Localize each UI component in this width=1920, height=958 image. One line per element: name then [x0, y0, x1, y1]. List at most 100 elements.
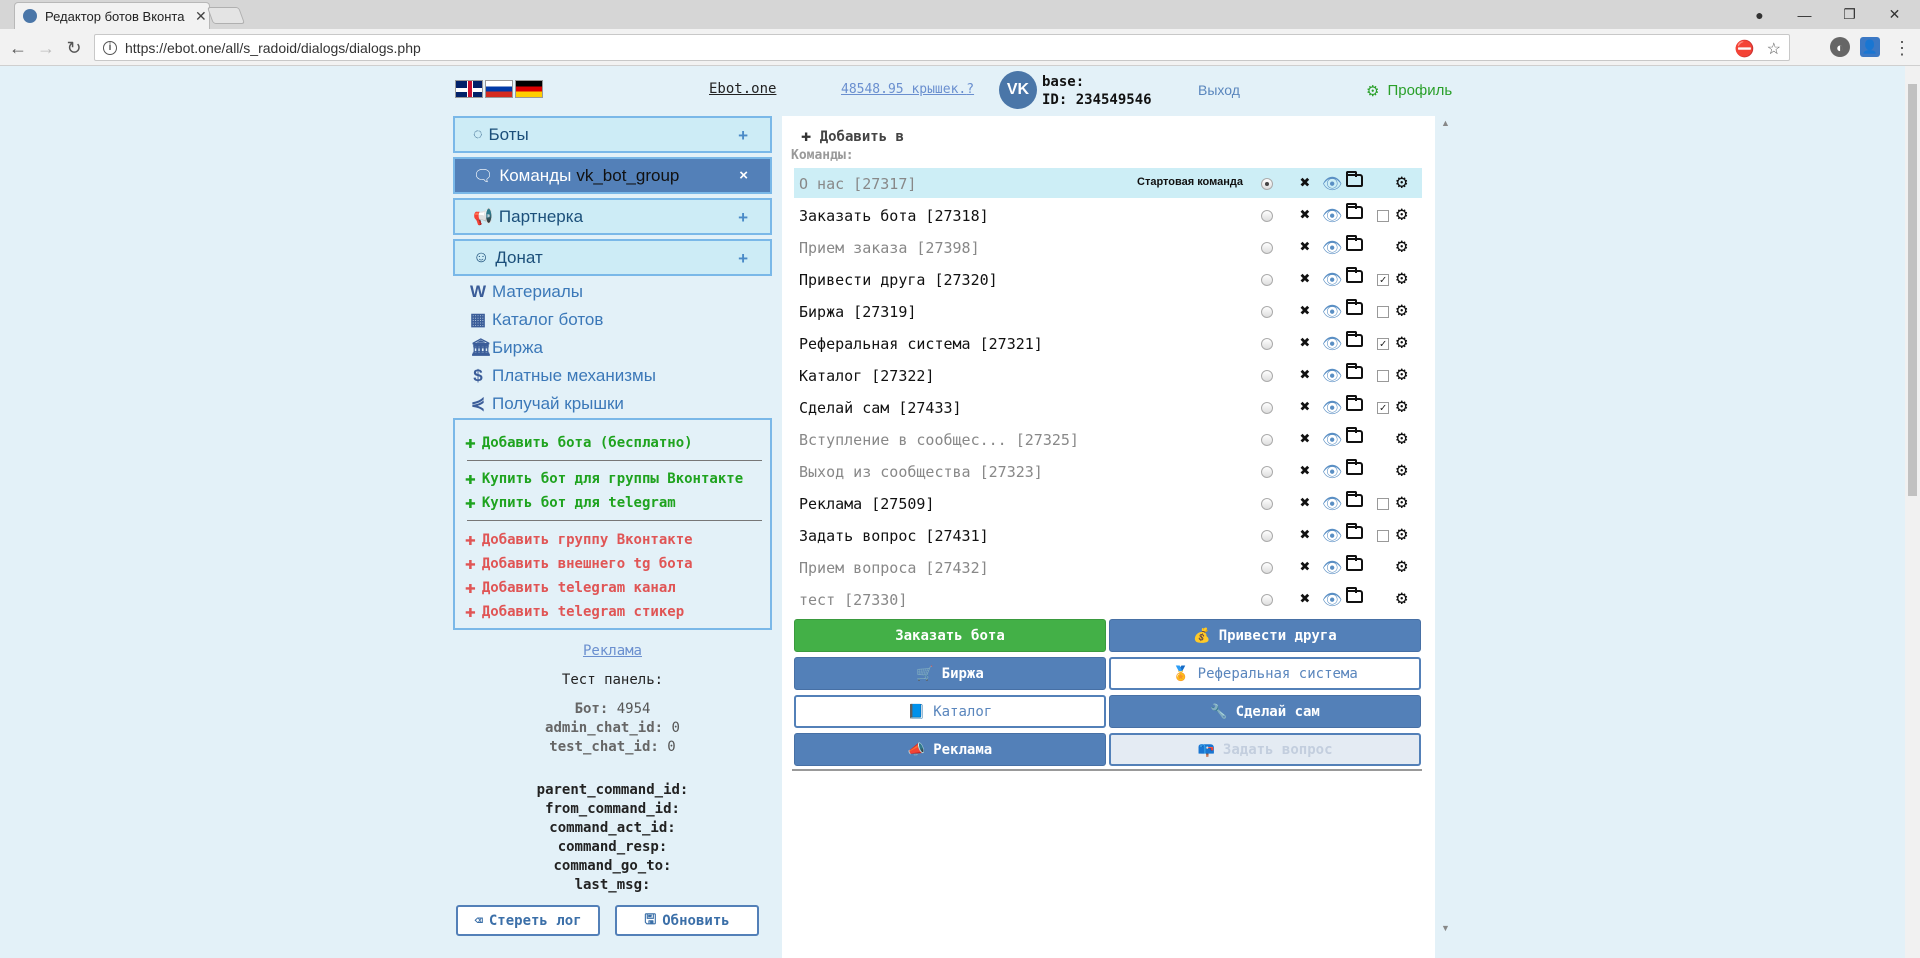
settings-icon[interactable]: ⚙: [1396, 587, 1408, 609]
settings-icon[interactable]: ⚙: [1396, 363, 1408, 385]
folder-open-icon[interactable]: [1346, 203, 1363, 219]
folder-open-icon[interactable]: [1346, 427, 1363, 443]
folder-open-icon[interactable]: [1346, 299, 1363, 315]
eye-icon[interactable]: 👁: [1322, 398, 1343, 417]
folder-open-icon[interactable]: [1346, 267, 1363, 283]
command-row[interactable]: Прием заказа [27398] ✖ 👁 ⚙: [794, 232, 1422, 262]
command-row[interactable]: Реферальная система [27321] ✖ 👁 ✓ ⚙: [794, 328, 1422, 358]
command-row[interactable]: Привести друга [27320] ✖ 👁 ✓ ⚙: [794, 264, 1422, 294]
command-row[interactable]: Биржа [27319] ✖ 👁 ⚙: [794, 296, 1422, 326]
settings-icon[interactable]: ⚙: [1396, 267, 1408, 289]
folder-open-icon[interactable]: [1346, 363, 1363, 379]
add-tg-channel-link[interactable]: ✚ Добавить telegram канал: [465, 577, 676, 598]
command-row[interactable]: О нас [27317] Стартовая команда ✖ 👁 ⚙: [794, 168, 1422, 198]
add-icon[interactable]: +: [738, 249, 748, 268]
delete-icon[interactable]: ✖: [1300, 397, 1311, 417]
keyboard-checkbox[interactable]: [1377, 530, 1389, 542]
command-name[interactable]: тест [27330]: [799, 591, 908, 609]
command-row[interactable]: Вступление в сообщес... [27325] ✖ 👁 ⚙: [794, 424, 1422, 454]
command-name[interactable]: Выход из сообщества [27323]: [799, 463, 1043, 481]
add-in-button[interactable]: ✚ Добавить в: [801, 126, 904, 146]
maximize-button[interactable]: ❐: [1843, 6, 1856, 22]
keyboard-checkbox[interactable]: [1377, 210, 1389, 222]
settings-icon[interactable]: ⚙: [1396, 491, 1408, 513]
account-icon[interactable]: 👤: [1860, 37, 1880, 57]
command-row[interactable]: Реклама [27509] ✖ 👁 ⚙: [794, 488, 1422, 518]
start-command-radio[interactable]: [1261, 562, 1273, 574]
blocked-content-icon[interactable]: ⛔: [1734, 41, 1755, 58]
folder-open-icon[interactable]: [1346, 331, 1363, 347]
info-icon[interactable]: i: [103, 40, 117, 55]
profile-icon[interactable]: ●: [1755, 6, 1764, 23]
command-name[interactable]: Прием заказа [27398]: [799, 239, 980, 257]
folder-open-icon[interactable]: [1346, 395, 1363, 411]
link-exchange[interactable]: 🏛 Биржа: [470, 338, 543, 358]
start-command-radio[interactable]: [1261, 466, 1273, 478]
start-command-radio[interactable]: [1261, 178, 1273, 190]
keyboard-button[interactable]: 🔧 Сделай сам: [1109, 695, 1421, 728]
delete-icon[interactable]: ✖: [1300, 333, 1311, 353]
settings-icon[interactable]: ⚙: [1396, 555, 1408, 577]
start-command-radio[interactable]: [1261, 306, 1273, 318]
settings-icon[interactable]: ⚙: [1396, 299, 1408, 321]
command-name[interactable]: Биржа [27319]: [799, 303, 917, 321]
flag-ru-icon[interactable]: [485, 80, 513, 98]
menu-bots[interactable]: ◌ Боты +: [453, 116, 772, 153]
folder-open-icon[interactable]: [1346, 587, 1363, 603]
flag-de-icon[interactable]: [515, 80, 543, 98]
start-command-radio[interactable]: [1261, 338, 1273, 350]
profile-link[interactable]: ⚙ Профиль: [1366, 82, 1452, 100]
link-materials[interactable]: W Материалы: [470, 282, 583, 302]
eye-icon[interactable]: 👁: [1322, 558, 1343, 577]
command-name[interactable]: Реферальная система [27321]: [799, 335, 1043, 353]
site-link[interactable]: Ebot.one: [709, 81, 777, 97]
command-name[interactable]: Задать вопрос [27431]: [799, 527, 989, 545]
command-row[interactable]: Сделай сам [27433] ✖ 👁 ✓ ⚙: [794, 392, 1422, 422]
link-get-caps[interactable]: ⋞ Получай крышки: [470, 394, 624, 414]
delete-icon[interactable]: ✖: [1300, 301, 1311, 321]
settings-icon[interactable]: ⚙: [1396, 331, 1408, 353]
delete-icon[interactable]: ✖: [1300, 493, 1311, 513]
back-icon[interactable]: ←: [9, 37, 27, 58]
eye-icon[interactable]: 👁: [1322, 462, 1343, 481]
eye-icon[interactable]: 👁: [1322, 430, 1343, 449]
start-command-radio[interactable]: [1261, 530, 1273, 542]
delete-icon[interactable]: ✖: [1300, 557, 1311, 577]
command-row[interactable]: Задать вопрос [27431] ✖ 👁 ⚙: [794, 520, 1422, 550]
folder-open-icon[interactable]: [1346, 235, 1363, 251]
keyboard-checkbox[interactable]: ✓: [1377, 338, 1389, 350]
settings-icon[interactable]: ⚙: [1396, 427, 1408, 449]
command-name[interactable]: Каталог [27322]: [799, 367, 935, 385]
start-command-radio[interactable]: [1261, 370, 1273, 382]
settings-icon[interactable]: ⚙: [1396, 203, 1408, 225]
browser-tab[interactable]: Редактор ботов Вконтакте ✕: [14, 2, 210, 29]
add-bot-free-link[interactable]: ✚ Добавить бота (бесплатно): [465, 432, 693, 453]
minimize-button[interactable]: —: [1797, 6, 1812, 23]
balance-link[interactable]: 48548.95 крышек.?: [841, 82, 974, 97]
menu-commands[interactable]: 🗨 Команды vk_bot_group ×: [453, 157, 772, 194]
start-command-radio[interactable]: [1261, 242, 1273, 254]
eye-icon[interactable]: 👁: [1322, 494, 1343, 513]
keyboard-checkbox[interactable]: ✓: [1377, 274, 1389, 286]
settings-icon[interactable]: ⚙: [1396, 459, 1408, 481]
delete-icon[interactable]: ✖: [1300, 365, 1311, 385]
start-command-radio[interactable]: [1261, 274, 1273, 286]
delete-icon[interactable]: ✖: [1300, 269, 1311, 289]
eye-icon[interactable]: 👁: [1322, 590, 1343, 609]
delete-icon[interactable]: ✖: [1300, 461, 1311, 481]
folder-open-icon[interactable]: [1346, 523, 1363, 539]
reload-icon[interactable]: ↻: [66, 37, 82, 58]
start-command-radio[interactable]: [1261, 210, 1273, 222]
start-command-radio[interactable]: [1261, 402, 1273, 414]
settings-icon[interactable]: ⚙: [1396, 523, 1408, 545]
eye-icon[interactable]: 👁: [1322, 334, 1343, 353]
keyboard-button[interactable]: 🛒 Биржа: [794, 657, 1106, 690]
extension-icon[interactable]: ◐: [1830, 37, 1850, 57]
command-name[interactable]: Реклама [27509]: [799, 495, 935, 513]
add-tg-bot-link[interactable]: ✚ Добавить внешнего tg бота: [465, 553, 693, 574]
command-name[interactable]: Сделай сам [27433]: [799, 399, 962, 417]
menu-donate[interactable]: ☺ Донат +: [453, 239, 772, 276]
page-scrollbar[interactable]: [1905, 66, 1920, 958]
start-command-radio[interactable]: [1261, 498, 1273, 510]
forward-icon[interactable]: →: [37, 37, 55, 58]
